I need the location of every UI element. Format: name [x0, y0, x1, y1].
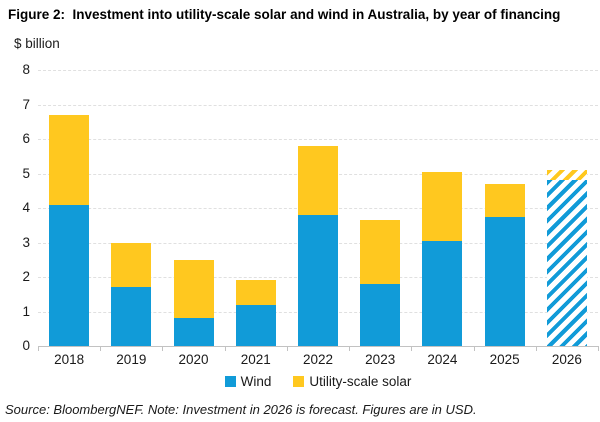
- y-axis-tick-label: 3: [22, 234, 30, 250]
- bar-2026: [546, 70, 587, 346]
- bar-segment-solar-2020: [173, 259, 214, 319]
- y-axis-tick-label: 7: [22, 96, 30, 112]
- bar-segment-wind-2022: [298, 214, 338, 346]
- x-axis-tick: [38, 346, 39, 351]
- bar-segment-solar-2023: [360, 220, 401, 284]
- gridline: [38, 139, 598, 140]
- y-axis-tick-label: 2: [22, 269, 30, 284]
- y-axis-tick-label: 5: [22, 165, 30, 181]
- bar-segment-wind-2021: [235, 304, 276, 346]
- x-axis: 2018 2019 2020 2021 2022 2023 2024 2025 2026: [38, 352, 598, 367]
- bar-segment-solar-2026: [546, 170, 587, 181]
- figure-title: Figure 2: Investment into utility-scale …: [8, 7, 561, 22]
- legend-item-wind: Wind: [224, 374, 272, 389]
- y-axis-tick-label: 1: [22, 303, 30, 319]
- gridline: [38, 104, 598, 106]
- x-axis-label-2018: 2018: [54, 352, 85, 367]
- x-axis-label-2022: 2022: [302, 352, 333, 367]
- bar-2018: [49, 70, 90, 346]
- bar-segment-solar-2019: [111, 242, 152, 288]
- x-axis-tick: [535, 346, 537, 351]
- x-axis-tick: [224, 346, 226, 351]
- bar-2025: [484, 70, 525, 346]
- bar-segment-solar-2024: [422, 171, 463, 241]
- x-axis-label-2023: 2023: [365, 352, 396, 367]
- bar-segment-wind-2026: [546, 180, 587, 346]
- bar-segment-wind-2024: [422, 240, 463, 346]
- bar-2022: [298, 70, 338, 346]
- x-axis-tick: [286, 346, 288, 351]
- bar-segment-wind-2018: [49, 204, 90, 346]
- gridline: [38, 70, 598, 71]
- x-axis-label-2026: 2026: [551, 352, 582, 367]
- x-axis-tick: [411, 346, 413, 351]
- solar-legend-swatch: [293, 376, 305, 387]
- bar-segment-wind-2020: [173, 318, 214, 346]
- x-axis-label-2019: 2019: [116, 352, 147, 367]
- x-axis-tick: [349, 346, 351, 351]
- bar-2021: [235, 70, 276, 346]
- source-note: Source: BloombergNEF. Note: Investment i…: [5, 402, 477, 417]
- x-axis-tick: [162, 346, 164, 351]
- bar-2023: [360, 70, 401, 346]
- bar-segment-wind-2023: [360, 283, 401, 346]
- x-axis-label-2024: 2024: [427, 352, 458, 367]
- x-axis-tick: [473, 346, 475, 351]
- y-axis-tick-label: 8: [22, 62, 30, 77]
- x-axis-tick: [100, 346, 102, 351]
- wind-legend-swatch: [224, 376, 236, 387]
- legend: Wind Utility-scale solar: [38, 374, 598, 389]
- solar-legend-label: Utility-scale solar: [309, 374, 412, 389]
- bar-segment-solar-2021: [235, 280, 276, 305]
- bar-segment-solar-2018: [49, 114, 90, 205]
- bar-segment-wind-2019: [111, 287, 152, 346]
- plot-area: 0 1 2 3 4 5 6 7 8: [22, 62, 599, 353]
- bar-segment-solar-2022: [298, 145, 338, 215]
- bar-segment-solar-2025: [484, 183, 525, 217]
- bar-segment-wind-2025: [484, 216, 525, 346]
- y-axis-unit-label: $ billion: [14, 36, 60, 51]
- x-axis-tick: [598, 346, 599, 351]
- x-axis-label-2021: 2021: [240, 352, 271, 367]
- bar-2024: [422, 70, 463, 346]
- x-axis-label-2020: 2020: [178, 352, 209, 367]
- y-axis-tick-label: 4: [22, 200, 30, 215]
- y-axis-tick-label: 6: [22, 131, 30, 146]
- y-axis-tick-label: 0: [22, 338, 30, 353]
- x-axis-label-2025: 2025: [489, 352, 520, 367]
- bar-2020: [173, 70, 214, 346]
- bar-2019: [111, 70, 152, 346]
- wind-legend-label: Wind: [240, 374, 272, 389]
- legend-item-solar: Utility-scale solar: [293, 374, 411, 389]
